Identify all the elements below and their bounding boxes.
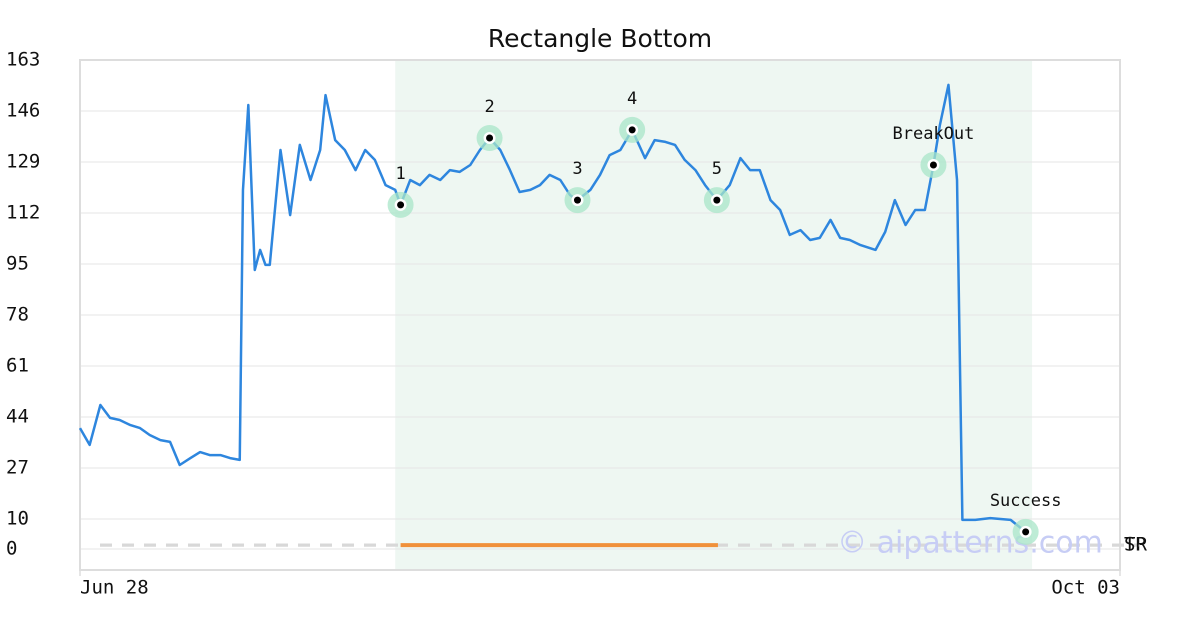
point-label: 1 [395, 164, 405, 184]
y-tick-label: 163 [6, 49, 40, 71]
y-tick-label: 44 [6, 406, 29, 428]
point [713, 196, 721, 204]
point-label: 3 [572, 159, 582, 179]
point-label: Success [990, 491, 1062, 511]
watermark: © aipatterns.com [837, 526, 1103, 561]
point [628, 126, 636, 134]
y-tick-label: 0 [6, 538, 17, 560]
plot-frame [79, 59, 1121, 571]
point [486, 134, 494, 142]
point [397, 201, 405, 209]
y-tick-label: 129 [6, 151, 40, 173]
y-tick-label: 95 [6, 253, 29, 275]
x-tick-label: Jun 28 [80, 577, 149, 599]
point-label: 4 [627, 89, 637, 109]
y-tick-label: 112 [6, 202, 40, 224]
price-line [78, 83, 1027, 533]
y-tick-label: 78 [6, 304, 29, 326]
point-label: 5 [712, 159, 722, 179]
y-tick-label: 146 [6, 100, 40, 122]
point [929, 161, 937, 169]
point-label: BreakOut [892, 124, 974, 144]
point-label: 2 [484, 97, 494, 117]
y-tick-label: 10 [6, 508, 29, 530]
point [1022, 528, 1030, 536]
y-tick-label: 27 [6, 457, 29, 479]
chart-title: Rectangle Bottom [488, 24, 712, 53]
y-tick-label: 61 [6, 355, 29, 377]
level-label: SR [1124, 534, 1147, 556]
x-tick-label: Oct 03 [1051, 577, 1120, 599]
point [573, 196, 581, 204]
